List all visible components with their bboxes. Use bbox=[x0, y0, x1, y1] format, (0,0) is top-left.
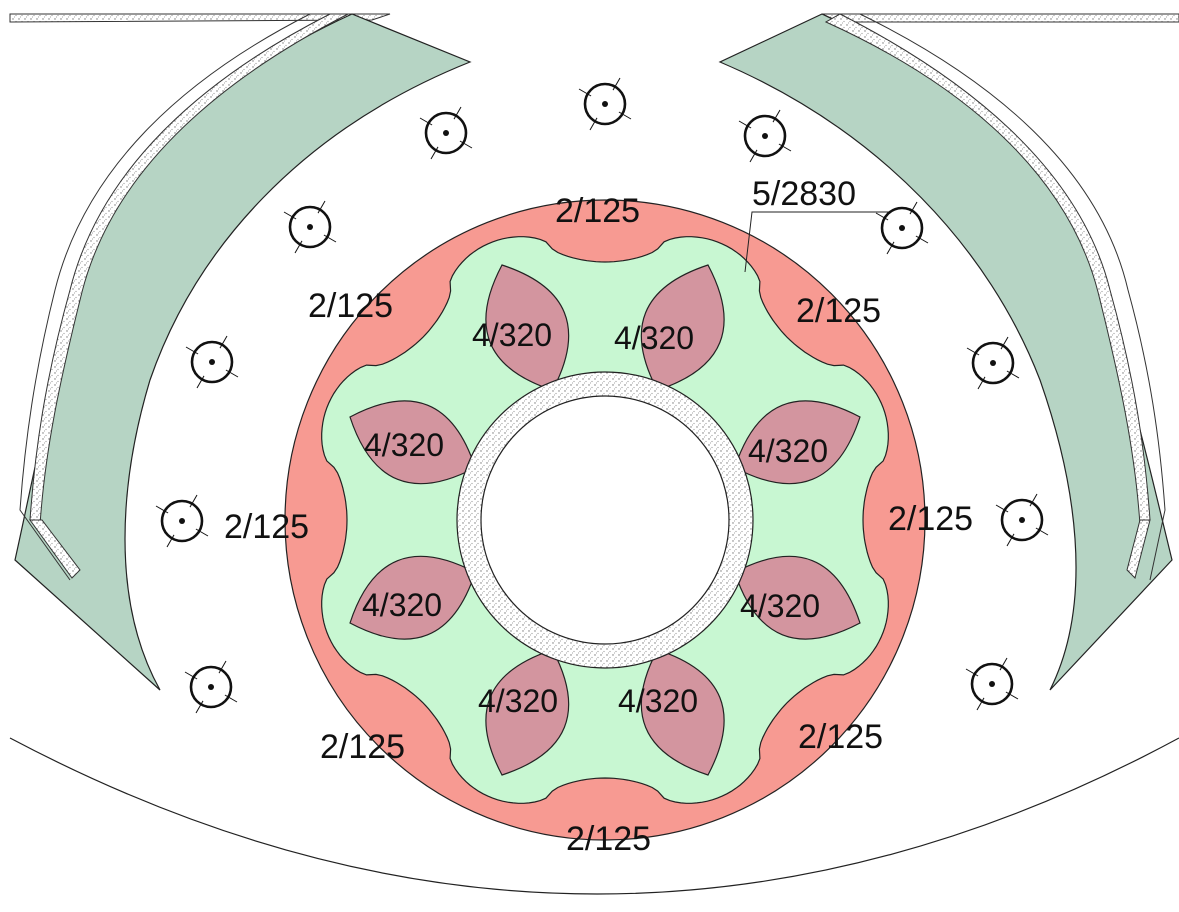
ring-label-bottom: 2/125 bbox=[566, 820, 651, 858]
ring-label-left: 2/125 bbox=[224, 508, 309, 546]
petal-8 bbox=[640, 649, 725, 776]
lower-boundary-arc bbox=[9, 737, 1179, 895]
tree-circle-icon bbox=[283, 200, 337, 254]
tree-circle-icon bbox=[185, 335, 239, 389]
callout-label: 5/2830 bbox=[752, 175, 856, 213]
tree-circle-icon bbox=[875, 201, 929, 255]
petal-4 bbox=[734, 400, 861, 485]
petal-group bbox=[349, 264, 861, 776]
tree-circle-icon bbox=[155, 494, 209, 548]
petal-label-8: 4/320 bbox=[618, 683, 698, 719]
tree-circle-icon bbox=[738, 109, 792, 163]
petal-7 bbox=[485, 649, 570, 776]
petal-label-1: 4/320 bbox=[472, 317, 552, 353]
tree-group bbox=[155, 77, 1049, 714]
ring-label-lower-left: 2/125 bbox=[320, 728, 405, 766]
top-left-path-strip bbox=[9, 13, 391, 23]
tree-circle-icon bbox=[184, 660, 238, 714]
tree-circle-icon bbox=[419, 106, 473, 160]
petal-1 bbox=[485, 264, 570, 391]
petal-label-2: 4/320 bbox=[614, 320, 694, 356]
petal-label-6: 4/320 bbox=[740, 588, 820, 624]
petal-label-7: 4/320 bbox=[478, 683, 558, 719]
left-edge-line bbox=[19, 13, 311, 581]
tree-circle-icon bbox=[995, 493, 1049, 547]
tree-circle-icon bbox=[578, 77, 632, 131]
ring-label-right: 2/125 bbox=[888, 500, 973, 538]
petal-label-3: 4/320 bbox=[364, 427, 444, 463]
right-edge-line bbox=[859, 13, 1166, 581]
tree-circle-icon bbox=[965, 657, 1019, 711]
left-edge-strip-2 bbox=[29, 519, 81, 579]
right-edge-strip-2 bbox=[1126, 519, 1151, 579]
ring-label-lower-right: 2/125 bbox=[798, 718, 883, 756]
petal-2 bbox=[640, 264, 725, 391]
center-plaza bbox=[480, 395, 730, 645]
ring-label-top: 2/125 bbox=[555, 192, 640, 230]
tree-circle-icon bbox=[966, 336, 1020, 390]
top-right-path-strip bbox=[821, 13, 1179, 23]
petal-6 bbox=[734, 555, 861, 640]
petal-3 bbox=[349, 400, 476, 485]
ring-label-upper-right: 2/125 bbox=[796, 292, 881, 330]
ring-label-upper-left: 2/125 bbox=[308, 287, 393, 325]
petal-5 bbox=[349, 555, 476, 640]
petal-label-5: 4/320 bbox=[362, 587, 442, 623]
petal-label-4: 4/320 bbox=[748, 433, 828, 469]
callout-leader-line bbox=[744, 211, 905, 273]
